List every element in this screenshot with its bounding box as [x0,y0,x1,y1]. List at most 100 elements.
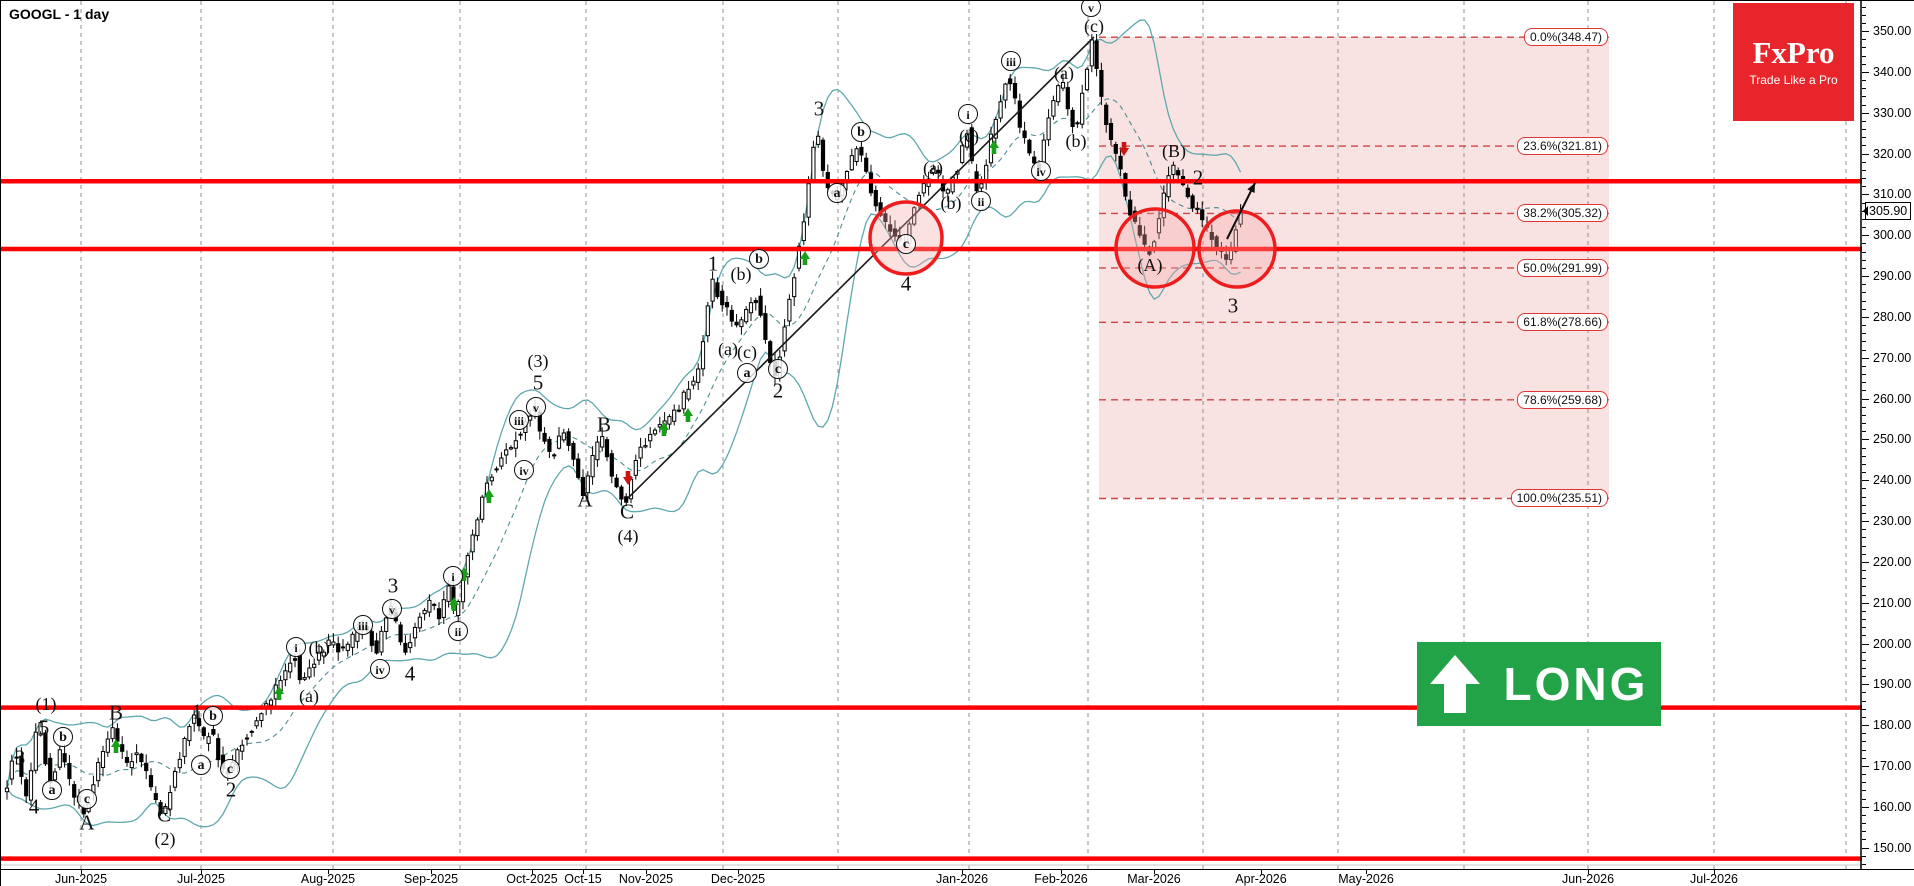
price-tick-minor [1862,80,1866,81]
price-tick-minor [1862,325,1866,326]
price-tick-label: 320.00 [1873,146,1912,161]
price-tick-minor [1862,227,1866,228]
price-tick-label: 190.00 [1873,677,1912,692]
fib-level-label: 78.6%(259.68) [1517,390,1608,409]
symbol-title: GOOGL - 1 day [9,6,110,22]
sell-arrow-icon [623,471,633,485]
projection-arrow [1226,182,1256,240]
price-tick-minor [1862,390,1866,392]
price-tick-minor [1862,733,1866,735]
price-tick-minor [1862,570,1866,571]
buy-arrow-icon [800,251,810,265]
price-tick-minor [1862,627,1866,629]
price-tick-minor [1862,374,1866,375]
price-tick-label: 150.00 [1873,840,1912,855]
price-tick-minor [1862,782,1866,784]
candles [4,34,1243,818]
price-tick-minor [1862,676,1866,678]
time-tick [81,869,82,874]
price-tick-minor [1862,423,1866,424]
time-tick-label: Jul-2026 [1690,872,1738,886]
time-tick-label: Oct-15 [564,872,602,886]
price-tick-minor [1862,243,1866,245]
highlight-circle [1197,209,1277,289]
price-tick-minor [1862,178,1866,179]
price-tick-minor [1862,537,1866,539]
price-axis[interactable]: 305.90 350.00 340.00 330.00 320.00 310.00 300… [1862,1,1914,869]
price-tick-minor [1862,594,1866,596]
price-tick-major [1862,439,1869,441]
price-tick-minor [1862,774,1866,776]
price-tick-minor [1862,455,1866,457]
price-tick-minor [1862,161,1866,163]
buy-arrow-icon [449,597,459,611]
price-tick-major [1862,357,1869,359]
brand-tagline: Trade Like a Pro [1749,72,1838,87]
price-tick-major [1862,847,1869,849]
price-tick-major [1862,480,1869,482]
time-tick-label: Feb-2026 [1034,872,1088,886]
price-tick-minor [1862,831,1866,833]
time-tick [328,869,329,874]
price-tick-major [1862,643,1869,645]
price-tick-label: 160.00 [1873,799,1912,814]
price-tick-major [1862,684,1869,686]
price-tick-major [1862,765,1869,767]
time-tick [646,869,647,874]
price-tick-major [1862,602,1869,604]
price-tick-minor [1862,716,1866,718]
price-tick-minor [1862,129,1866,130]
price-tick-label: 230.00 [1873,514,1912,528]
price-tick-minor [1862,839,1866,841]
price-tick-label: 260.00 [1873,391,1912,406]
price-tick-minor [1862,6,1866,8]
price-tick-label: 250.00 [1873,432,1912,447]
price-tick-minor [1862,708,1866,710]
price-tick-minor [1862,578,1866,580]
price-tick-minor [1862,47,1866,49]
price-tick-label: 170.00 [1873,758,1912,773]
price-tick-major [1862,31,1869,32]
price-tick-minor [1862,692,1866,694]
price-tick-major [1862,398,1869,400]
time-tick-label: Oct-2025 [506,872,558,886]
price-tick-minor [1862,365,1866,367]
buy-arrow-icon [484,489,494,503]
price-chart[interactable] [1,1,1862,869]
time-tick-label: Apr-2026 [1235,872,1287,886]
price-tick-minor [1862,823,1866,825]
price-tick-minor [1862,300,1866,302]
price-tick-major [1862,521,1869,522]
long-signal-badge: LONG [1417,642,1661,726]
price-tick-label: 310.00 [1873,187,1912,202]
time-tick [1714,869,1715,874]
time-axis[interactable]: Jun-2025 Jul-2025 Aug-2025 Sep-2025 Oct-2025… [1,869,1914,886]
price-tick-minor [1862,586,1866,588]
price-tick-minor [1862,55,1866,57]
price-tick-minor [1862,610,1866,612]
price-tick-major [1862,806,1869,808]
sell-arrow-icon [1119,142,1129,156]
fib-level-label: 0.0%(348.47) [1523,28,1608,47]
price-tick-minor [1862,341,1866,343]
price-tick-minor [1862,504,1866,506]
fib-level-label: 61.8%(278.66) [1517,313,1608,332]
signal-label: LONG [1503,658,1649,710]
price-tick-label: 280.00 [1873,309,1912,324]
time-tick [201,869,202,874]
price-tick-minor [1862,545,1866,547]
price-tick-minor [1862,863,1866,865]
price-tick-minor [1862,659,1866,661]
fib-level-label: 38.2%(305.32) [1517,204,1608,223]
price-tick-minor [1862,169,1866,171]
price-tick-minor [1862,267,1866,269]
price-tick-minor [1862,798,1866,800]
price-tick-minor [1862,186,1866,188]
current-price-tag: 305.90 [1862,202,1912,221]
projection-arrow-head [1247,183,1255,193]
buy-arrow-icon [683,408,693,422]
price-tick-minor [1862,218,1866,220]
time-tick [1588,869,1589,874]
price-tick-label: 200.00 [1873,636,1912,651]
price-tick-minor [1862,120,1866,122]
